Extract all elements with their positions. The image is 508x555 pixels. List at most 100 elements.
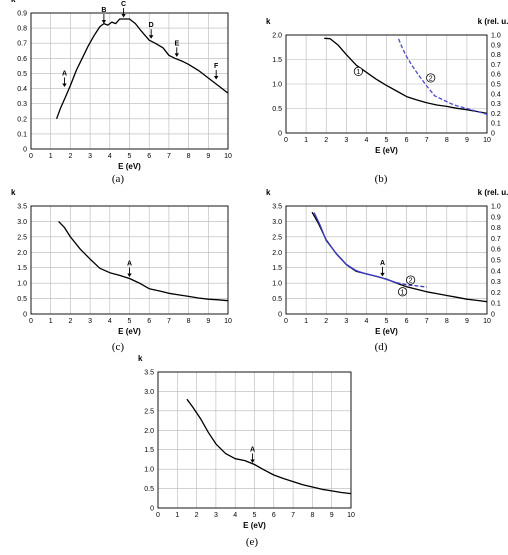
- x-tick-label: 10: [483, 318, 491, 325]
- y-axis-label: k: [266, 17, 271, 26]
- x-tick-label: 7: [425, 318, 429, 325]
- y2-tick-label: 0.5: [491, 258, 501, 265]
- plot-frame: [157, 371, 352, 509]
- y2-tick-label: 0.7: [491, 236, 501, 243]
- annotation-arrow-head: [62, 83, 67, 88]
- y2-tick-label: 0.4: [491, 91, 501, 98]
- annotation-arrow-head: [121, 14, 126, 18]
- y-tick-label: 1.5: [17, 265, 27, 272]
- x-tick-label: 5: [385, 318, 389, 325]
- series-marker-circle: [397, 287, 408, 297]
- x-tick-label: 7: [425, 137, 429, 144]
- x-tick-label: 1: [304, 318, 308, 325]
- y-tick-label: 0.9: [17, 11, 27, 18]
- series-marker-label: 1: [401, 289, 405, 296]
- y-tick-label: 0: [23, 312, 27, 319]
- y-tick-label: 0: [150, 506, 154, 513]
- x-tick-label: 0: [156, 512, 160, 519]
- x-axis-label: E (eV): [375, 146, 398, 155]
- y2-tick-label: 0.3: [491, 279, 501, 286]
- y2-tick-label: 0.2: [491, 111, 501, 118]
- x-axis-label: E (eV): [118, 327, 141, 336]
- panel-label: (d): [375, 341, 388, 353]
- y2-tick-label: 1.0: [491, 204, 501, 211]
- annotation-label: A: [380, 260, 385, 267]
- y2-tick-label: 0.1: [491, 301, 501, 308]
- y2-tick-label: 0.7: [491, 62, 501, 69]
- y2-axis-label: k (rel. u.): [478, 17, 508, 26]
- x-tick-label: 4: [233, 512, 237, 519]
- x-tick-label: 1: [304, 137, 308, 144]
- x-tick-label: 0: [284, 318, 288, 325]
- series-marker-circle: [353, 66, 363, 77]
- y-tick-label: 0.8: [17, 26, 27, 33]
- y-tick-label: 0: [23, 147, 27, 154]
- panel-label: (c): [112, 341, 125, 353]
- y2-tick-label: 0.3: [491, 101, 501, 108]
- annotation-label: C: [121, 1, 126, 8]
- series-line-2: [313, 212, 397, 284]
- y-tick-label: 1.5: [272, 265, 282, 272]
- x-tick-label: 4: [108, 318, 112, 325]
- annotation-label: A: [250, 446, 255, 453]
- x-tick-label: 8: [187, 318, 191, 325]
- x-tick-label: 3: [214, 512, 218, 519]
- y-tick-label: 0.3: [17, 101, 27, 108]
- y-tick-label: 1.0: [17, 281, 27, 288]
- annotation-arrow-head: [213, 76, 219, 80]
- x-axis-label: E (eV): [375, 327, 398, 336]
- x-tick-label: 6: [272, 512, 276, 519]
- y-tick-label: 2.5: [272, 234, 282, 241]
- y2-tick-label: 0.2: [491, 290, 501, 297]
- series-line-2: [397, 38, 488, 116]
- y-tick-label: 3.0: [17, 219, 27, 226]
- y-tick-label: 0.5: [272, 296, 282, 303]
- y2-tick-label: 0.1: [491, 121, 501, 128]
- annotation-arrow-head: [250, 459, 255, 463]
- x-tick-label: 6: [147, 153, 151, 160]
- y-tick-label: 3.0: [272, 219, 282, 226]
- panel-label: (e): [246, 536, 259, 548]
- x-tick-label: 10: [347, 512, 355, 519]
- x-tick-label: 1: [175, 512, 179, 519]
- x-tick-label: 9: [465, 137, 469, 144]
- series-marker-label: 2: [429, 75, 433, 82]
- plot-frame: [285, 34, 488, 134]
- y-tick-label: 1.5: [272, 57, 282, 64]
- annotation-label: E: [174, 40, 179, 47]
- y2-tick-label: 0.9: [491, 214, 501, 221]
- x-tick-label: 1: [49, 318, 53, 325]
- x-tick-label: 9: [206, 153, 210, 160]
- x-tick-label: 7: [167, 318, 171, 325]
- series-line-1: [186, 398, 352, 495]
- y-tick-label: 3.0: [144, 389, 154, 396]
- y-tick-label: 0.7: [17, 41, 27, 48]
- y2-tick-label: 0.8: [491, 52, 501, 59]
- annotation-arrow-head: [127, 273, 132, 278]
- x-tick-label: 2: [195, 512, 199, 519]
- x-tick-label: 10: [483, 137, 491, 144]
- x-tick-label: 8: [187, 153, 191, 160]
- y-tick-label: 0.5: [17, 71, 27, 78]
- x-tick-label: 3: [344, 137, 348, 144]
- panel-label: (a): [112, 173, 125, 185]
- y-tick-label: 1.0: [272, 281, 282, 288]
- y2-tick-label: 1.0: [491, 33, 501, 40]
- series-line-1: [311, 211, 488, 303]
- x-tick-label: 4: [364, 318, 368, 325]
- y-axis-label: k: [266, 188, 271, 197]
- series-line-1: [58, 220, 229, 302]
- annotation-arrow-head: [174, 53, 179, 57]
- y-axis-label: k: [138, 354, 143, 363]
- x-tick-label: 3: [88, 318, 92, 325]
- y-tick-label: 2.0: [272, 250, 282, 257]
- x-tick-label: 2: [324, 318, 328, 325]
- series-marker-label: 1: [356, 69, 360, 76]
- chart-panel-c: 0 1 2 3 4 5 6 7 8 9 10 0 0.5 1.0 1.5 2.0 2.5 3.0 3.5k E (eV…: [11, 188, 232, 353]
- y-tick-label: 3.5: [17, 204, 27, 211]
- plot-frame: [30, 205, 229, 315]
- series-marker-circle: [426, 73, 436, 83]
- y-tick-label: 0.5: [144, 486, 154, 493]
- y-tick-label: 1.5: [144, 447, 154, 454]
